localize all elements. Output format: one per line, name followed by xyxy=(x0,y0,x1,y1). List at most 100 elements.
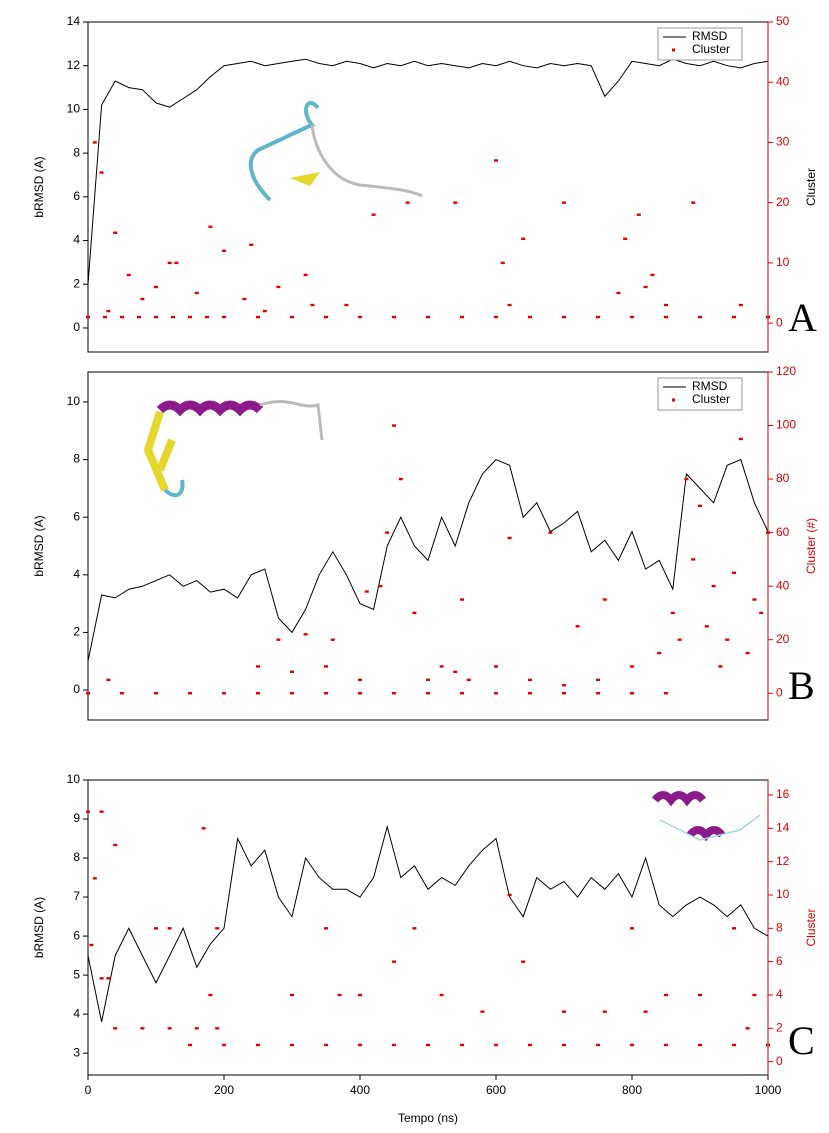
y2-tick-label: 4 xyxy=(776,987,783,1001)
x-tick-label: 1000 xyxy=(755,1083,782,1097)
y-axis-title: bRMSD (A) xyxy=(32,156,46,217)
cluster-point xyxy=(208,993,213,997)
cluster-point xyxy=(205,315,209,319)
cluster-point xyxy=(528,692,532,695)
cluster-point xyxy=(494,1043,498,1047)
cluster-point xyxy=(99,977,104,980)
cluster-point xyxy=(439,993,444,997)
cluster-point xyxy=(303,273,308,277)
cluster-point xyxy=(290,315,294,319)
cluster-point xyxy=(113,1027,118,1030)
cluster-point xyxy=(398,477,403,481)
cluster-point xyxy=(222,249,226,253)
cluster-point xyxy=(766,315,770,319)
cluster-point xyxy=(752,598,757,601)
cluster-point xyxy=(120,315,124,319)
cluster-point xyxy=(507,536,512,540)
cluster-point xyxy=(201,827,206,830)
cluster-point xyxy=(188,1043,192,1047)
cluster-point xyxy=(167,927,172,930)
y2-tick-label: 40 xyxy=(776,74,790,88)
cluster-point xyxy=(698,993,702,997)
cluster-point xyxy=(290,1043,294,1047)
cluster-point xyxy=(256,315,260,319)
cluster-point xyxy=(256,665,260,668)
cluster-point xyxy=(358,1043,362,1047)
y2-tick-label: 16 xyxy=(776,787,790,801)
y2-tick-label: 60 xyxy=(776,525,790,539)
y-tick-label: 14 xyxy=(67,14,81,28)
cluster-point xyxy=(562,315,566,319)
cluster-point xyxy=(92,877,97,880)
cluster-point xyxy=(664,315,668,319)
y-axis-title: bRMSD (A) xyxy=(32,897,46,958)
panel-letter: C xyxy=(788,1018,815,1063)
cluster-point xyxy=(86,810,90,813)
cluster-point xyxy=(188,315,192,319)
cluster-point xyxy=(89,943,94,947)
cluster-point xyxy=(113,231,118,234)
cluster-point xyxy=(405,201,410,204)
cluster-point xyxy=(126,273,131,277)
cluster-point xyxy=(466,678,471,682)
cluster-point xyxy=(392,960,396,963)
cluster-point xyxy=(371,213,376,216)
cluster-point xyxy=(732,927,736,930)
x-tick-label: 800 xyxy=(622,1083,642,1097)
cluster-point xyxy=(222,315,226,319)
cluster-point xyxy=(188,692,192,695)
cluster-point xyxy=(426,1043,430,1047)
y-tick-label: 2 xyxy=(73,625,80,639)
cluster-point xyxy=(215,1027,220,1030)
rmsd-line xyxy=(87,458,769,662)
cluster-point xyxy=(521,237,526,240)
cluster-point xyxy=(480,1010,485,1013)
cluster-point xyxy=(194,1027,199,1030)
cluster-point xyxy=(738,437,743,441)
y2-tick-label: 20 xyxy=(776,195,790,209)
y-tick-label: 6 xyxy=(73,189,80,203)
cluster-point xyxy=(106,977,111,980)
cluster-point xyxy=(562,692,566,695)
y-tick-label: 7 xyxy=(73,889,80,903)
y-tick-label: 10 xyxy=(67,772,81,786)
cluster-point xyxy=(494,692,498,695)
cluster-point xyxy=(616,291,621,295)
cluster-point xyxy=(262,309,267,313)
cluster-point xyxy=(103,315,107,319)
cluster-point xyxy=(113,843,118,847)
cluster-point xyxy=(412,927,417,930)
cluster-point xyxy=(154,285,158,289)
y-tick-label: 8 xyxy=(73,145,80,159)
cluster-point xyxy=(460,1043,464,1047)
cluster-point xyxy=(670,611,675,615)
cluster-point xyxy=(310,303,315,307)
cluster-point xyxy=(392,315,396,319)
cluster-point xyxy=(596,678,600,682)
cluster-point xyxy=(738,303,743,307)
cluster-point xyxy=(140,297,145,301)
rmsd-line xyxy=(87,824,769,1023)
y2-tick-label: 6 xyxy=(776,954,783,968)
y2-tick-label: 12 xyxy=(776,854,790,868)
cluster-point xyxy=(698,315,702,319)
cluster-point xyxy=(766,531,770,534)
cluster-point xyxy=(426,692,430,695)
cluster-point xyxy=(385,531,390,534)
y-tick-label: 8 xyxy=(73,850,80,864)
cluster-point xyxy=(358,678,362,682)
y2-tick-label: 100 xyxy=(776,418,796,432)
cluster-point xyxy=(650,273,655,277)
cluster-point xyxy=(494,159,498,162)
cluster-point xyxy=(460,692,464,695)
cluster-point xyxy=(412,611,417,615)
cluster-point xyxy=(684,477,689,481)
cluster-point xyxy=(290,692,294,695)
cluster-point xyxy=(732,315,736,319)
cluster-point xyxy=(86,315,90,319)
cluster-point xyxy=(623,237,628,240)
cluster-point xyxy=(494,315,498,319)
cluster-point xyxy=(392,424,396,427)
cluster-point xyxy=(208,225,213,228)
